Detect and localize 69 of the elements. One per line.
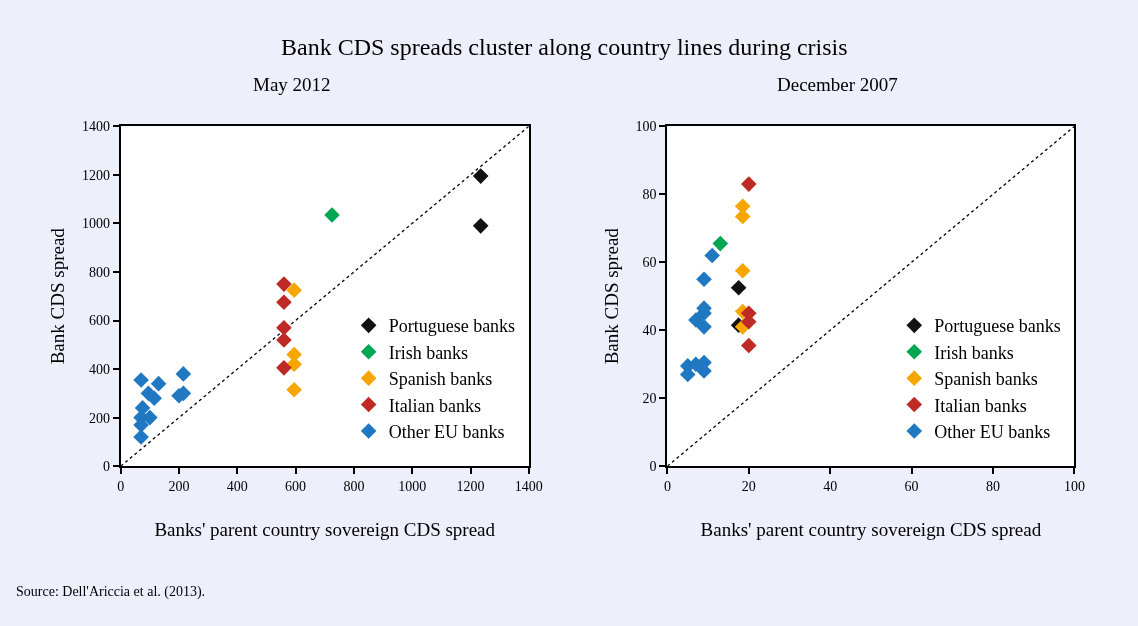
point [696,271,712,288]
point [712,235,729,252]
y-tick-label: 80 [642,187,657,203]
x-tick-label: 60 [904,478,919,494]
x-tick-label: 100 [1063,478,1085,494]
x-tick-label: 200 [168,478,190,494]
point [276,320,292,336]
y-axis-title: Bank CDS spread [600,227,622,365]
point [324,207,340,223]
point [276,294,292,311]
legend-label: Portuguese banks [388,316,516,337]
y-tick-label: 800 [88,264,110,280]
y-tick-label: 0 [649,459,657,475]
y-tick-label: 1000 [81,216,110,232]
y-tick-label: 40 [642,323,657,339]
x-tick-label: 400 [226,478,248,494]
y-tick-label: 0 [102,459,110,475]
point [286,282,302,298]
point [276,332,292,348]
point [741,337,757,354]
point [730,279,747,296]
point [472,218,489,234]
point [150,375,167,392]
source-note: Source: Dell'Ariccia et al. (2013). [16,584,206,600]
point [741,176,757,192]
x-axis-title: Banks' parent country sovereign CDS spread [700,519,1042,541]
x-tick-label: 1200 [456,478,485,494]
y-tick-label: 1400 [81,119,110,135]
y-tick-label: 60 [642,255,657,271]
legend-label: Portuguese banks [934,316,1061,337]
y-tick-label: 400 [88,361,110,377]
x-tick-label: 0 [117,478,125,494]
y-tick-label: 100 [635,119,657,135]
point [146,390,163,406]
x-tick-label: 600 [285,478,307,494]
x-tick-label: 80 [986,478,1000,494]
point [276,360,292,376]
x-tick-label: 1000 [398,478,427,494]
x-tick-label: 40 [823,478,838,494]
legend-label: Irish banks [934,342,1014,363]
chart-title: Bank CDS spreads cluster along country lines during crisis [281,34,848,60]
x-tick-label: 800 [343,478,365,494]
x-tick-label: 1400 [514,478,543,494]
point [704,247,720,264]
legend-label: Spanish banks [388,369,493,390]
y-tick-label: 600 [88,313,110,329]
point [175,366,192,382]
x-tick-label: 20 [741,478,756,494]
x-tick-label: 0 [663,478,671,494]
legend-label: Other EU banks [934,421,1051,442]
chart-subtitle: May 2012 [253,74,331,95]
legend-label: Spanish banks [934,369,1038,390]
y-axis-title: Bank CDS spread [47,227,69,365]
x-axis-title: Banks' parent country sovereign CDS spread [154,519,496,541]
legend-label: Irish banks [388,342,469,363]
legend-label: Italian banks [934,395,1027,416]
legend-label: Other EU banks [388,421,505,442]
y-tick-label: 200 [88,410,110,426]
point [472,168,489,184]
chart-subtitle: December 2007 [777,74,898,95]
y-tick-label: 20 [642,391,657,407]
point [734,262,751,279]
legend-label: Italian banks [388,395,482,416]
point [696,319,712,335]
point [133,429,149,445]
point [286,381,302,398]
y-tick-label: 1200 [81,167,110,183]
point [276,276,292,292]
point [133,372,149,388]
